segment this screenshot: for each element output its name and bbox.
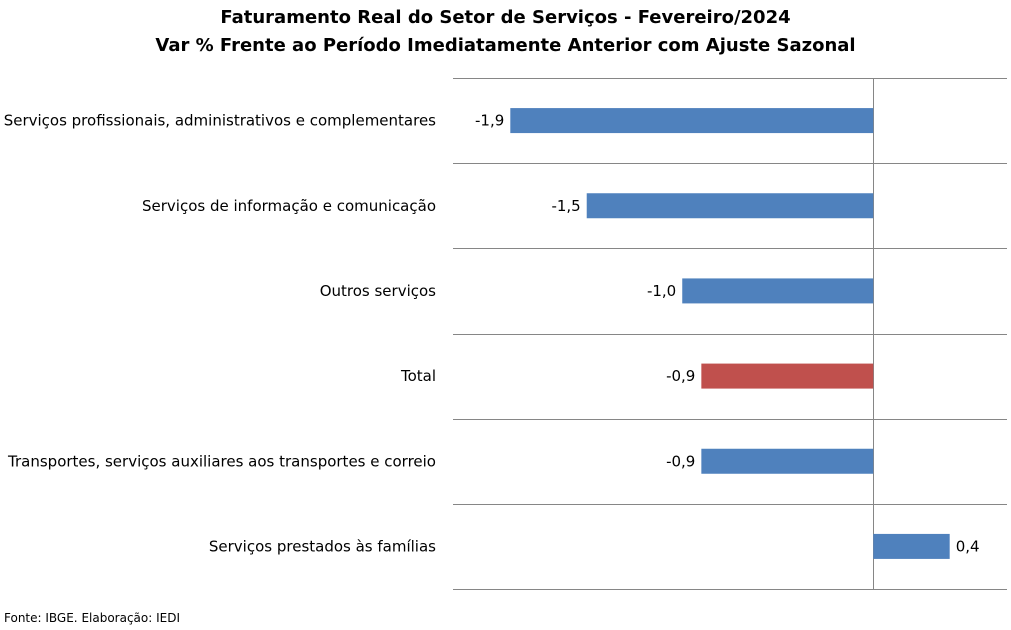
data-label: -1,5 xyxy=(551,197,580,215)
bar xyxy=(873,533,950,559)
category-label: Transportes, serviços auxiliares aos tra… xyxy=(7,452,436,470)
bar xyxy=(701,363,874,389)
chart-subtitle: Var % Frente ao Período Imediatamente An… xyxy=(155,35,856,56)
bar xyxy=(510,108,874,134)
bar xyxy=(586,193,874,219)
data-label: -0,9 xyxy=(666,452,695,470)
data-label: -1,0 xyxy=(647,282,676,300)
source-note: Fonte: IBGE. Elaboração: IEDI xyxy=(4,611,181,625)
category-label: Serviços de informação e comunicação xyxy=(142,197,436,215)
data-label: -1,9 xyxy=(475,112,504,130)
bar xyxy=(682,278,874,304)
category-label: Serviços profissionais, administrativos … xyxy=(4,112,436,130)
category-label: Total xyxy=(400,367,436,385)
category-label: Outros serviços xyxy=(320,282,436,300)
chart-title: Faturamento Real do Setor de Serviços - … xyxy=(220,7,791,28)
data-label: 0,4 xyxy=(956,537,980,555)
category-label: Serviços prestados às famílias xyxy=(209,537,436,555)
bar xyxy=(701,448,874,474)
data-label: -0,9 xyxy=(666,367,695,385)
